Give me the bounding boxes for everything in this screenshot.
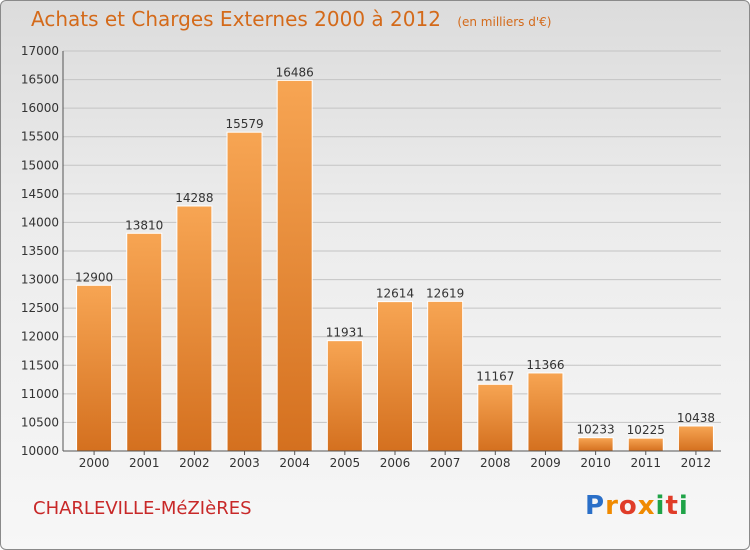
bar-value-label: 11366 [526, 358, 564, 372]
bar [377, 301, 413, 452]
bar-value-label: 12900 [75, 270, 113, 284]
bar [677, 425, 714, 452]
x-tick-label: 2001 [129, 456, 160, 470]
y-tick-label: 11000 [21, 387, 59, 401]
title-unit: (en milliers d'€) [457, 15, 552, 29]
city-name: CHARLEVILLE-MéZIèRES [33, 498, 252, 519]
bar-value-label: 11167 [476, 369, 514, 383]
chart-title: Achats et Charges Externes 2000 à 2012 (… [31, 7, 551, 31]
bar [276, 79, 313, 452]
y-tick-label: 12000 [21, 330, 59, 344]
bar-value-label: 10233 [577, 423, 615, 437]
x-tick-label: 2011 [630, 456, 661, 470]
x-tick-label: 2012 [681, 456, 712, 470]
y-tick-label: 16500 [21, 73, 59, 87]
bars: 12900 13810 14288 15579 16486 11931 12614 12619… [75, 65, 715, 452]
bar [326, 340, 363, 452]
x-tick-label: 2009 [530, 456, 561, 470]
x-tick-label: 2006 [380, 456, 411, 470]
bar-value-label: 16486 [276, 65, 314, 79]
y-tick-label: 14500 [21, 187, 59, 201]
y-tick-label: 13500 [21, 244, 59, 258]
y-tick-label: 12500 [21, 301, 59, 315]
x-tick-label: 2004 [279, 456, 310, 470]
y-tick-label: 10000 [21, 444, 59, 458]
bar [477, 383, 514, 452]
bar-value-label: 15579 [225, 117, 263, 131]
bar [76, 284, 113, 452]
x-tick-label: 2007 [430, 456, 461, 470]
y-tick-label: 13000 [21, 273, 59, 287]
bar-value-label: 14288 [175, 191, 213, 205]
y-tick-label: 14000 [21, 215, 59, 229]
bar-value-label: 12619 [426, 286, 464, 300]
x-tick-label: 2000 [79, 456, 110, 470]
x-tick-label: 2008 [480, 456, 511, 470]
y-tick-label: 15000 [21, 158, 59, 172]
bar [126, 232, 163, 452]
y-tick-label: 16000 [21, 101, 59, 115]
bar-value-label: 11931 [326, 326, 364, 340]
title-text: Achats et Charges Externes 2000 à 2012 [31, 7, 441, 31]
bar [577, 437, 614, 452]
y-axis: 10000 10500 11000 11500 12000 12500 13000 13500… [21, 44, 64, 458]
x-axis: 2000 2001 2002 2003 2004 2005 2006 2007 2008 2009… [63, 450, 721, 470]
bar [226, 131, 263, 452]
bar [627, 437, 664, 452]
bar [176, 205, 213, 452]
x-tick-label: 2002 [179, 456, 210, 470]
y-tick-label: 11500 [21, 358, 59, 372]
x-tick-label: 2010 [580, 456, 611, 470]
bar-value-label: 10438 [677, 411, 715, 425]
bar [527, 372, 564, 452]
y-tick-label: 17000 [21, 44, 59, 58]
bar [427, 300, 464, 452]
bar-value-label: 10225 [627, 423, 665, 437]
y-tick-label: 15500 [21, 130, 59, 144]
x-tick-label: 2005 [330, 456, 361, 470]
bar-value-label: 13810 [125, 218, 163, 232]
bar-value-label: 12614 [376, 287, 414, 301]
x-tick-label: 2003 [229, 456, 260, 470]
proxiti-logo: Proxiti [585, 491, 689, 521]
y-tick-label: 10500 [21, 415, 59, 429]
